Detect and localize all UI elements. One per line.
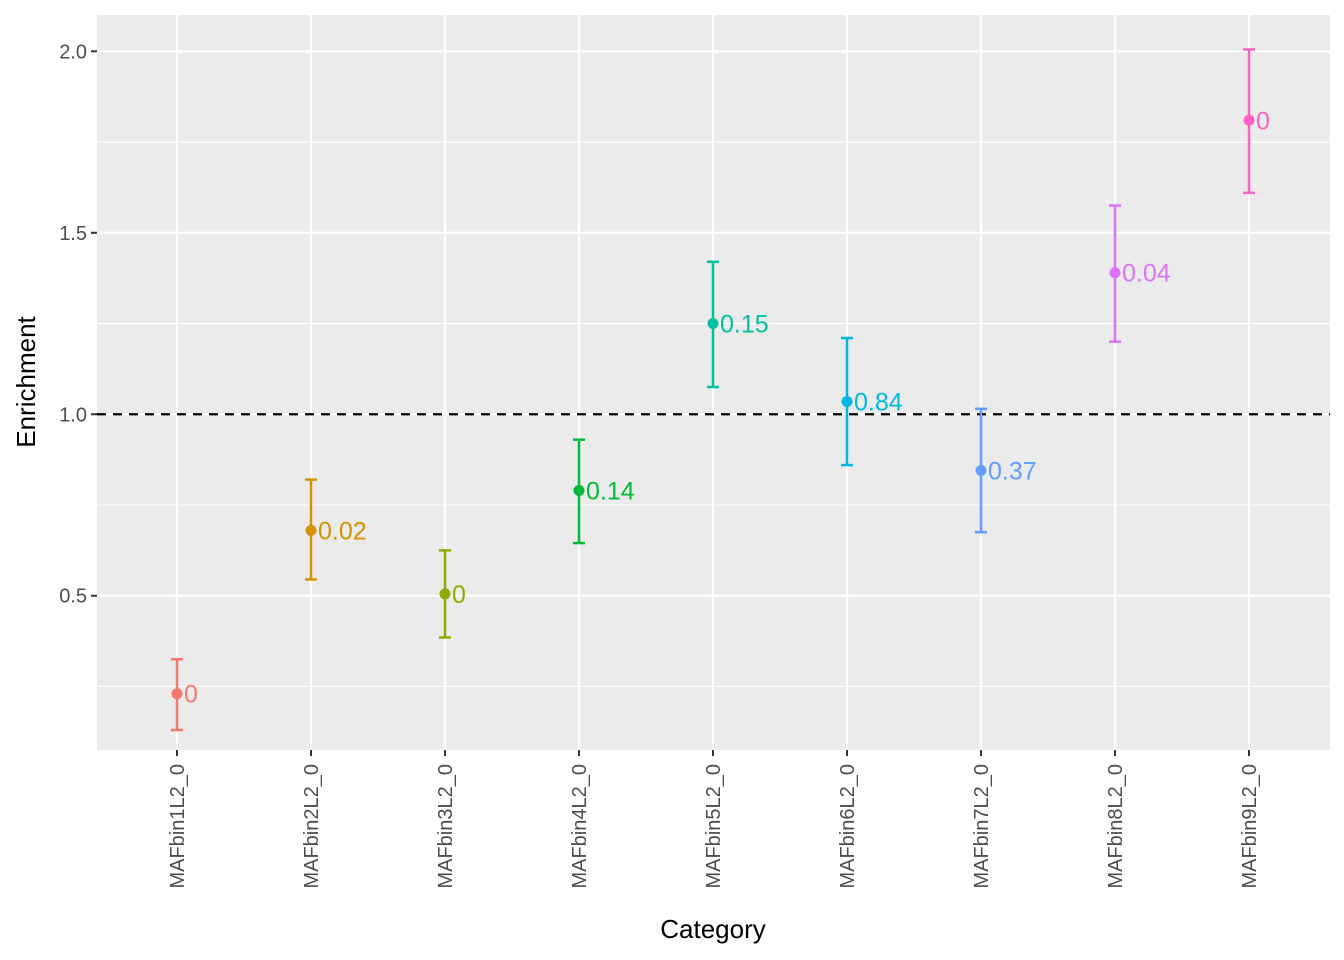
y-tick-label: 0.5 [59, 586, 87, 608]
p-value-label: 0.04 [1122, 260, 1171, 288]
y-axis-title: Enrichment [11, 315, 41, 447]
data-point [171, 688, 183, 700]
data-point-group: 0 [439, 549, 466, 639]
p-value-label: 0.37 [988, 458, 1037, 486]
data-point [439, 588, 451, 600]
x-tick-label: MAFbin5L2_0 [703, 764, 725, 889]
y-tick-label: 1.5 [59, 223, 87, 245]
data-point [707, 318, 719, 330]
x-tick-label: MAFbin4L2_0 [569, 764, 591, 889]
data-point-group: 0.14 [573, 438, 635, 545]
data-series: 0 0.02 0 0.14 0.15 0.84 0.37 0.04 0 [171, 48, 1270, 732]
p-value-label: 0.14 [586, 477, 635, 505]
p-value-label: 0.84 [854, 389, 903, 417]
p-value-label: 0.15 [720, 311, 769, 339]
x-tick-label: MAFbin7L2_0 [971, 764, 993, 889]
y-tick-label: 2.0 [59, 41, 87, 63]
data-point [1243, 114, 1255, 126]
data-point [573, 484, 585, 496]
data-point [841, 396, 853, 408]
data-point-group: 0 [171, 658, 198, 732]
data-point [305, 524, 317, 536]
data-point-group: 0.84 [841, 336, 903, 467]
x-axis-title: Category [660, 914, 766, 944]
p-value-label: 0 [1256, 107, 1270, 135]
y-axis: 0.5 1.0 1.5 2.0 [59, 41, 97, 608]
p-value-label: 0 [184, 681, 198, 709]
x-axis: MAFbin1L2_0 MAFbin2L2_0 MAFbin3L2_0 MAFbin4… [167, 750, 1261, 889]
x-tick-label: MAFbin1L2_0 [167, 764, 189, 889]
x-tick-label: MAFbin6L2_0 [837, 764, 859, 889]
data-point [1109, 267, 1121, 279]
x-tick-label: MAFbin3L2_0 [435, 764, 457, 889]
data-point [975, 465, 987, 477]
data-point-group: 0.04 [1109, 204, 1171, 343]
data-point-group: 0.15 [707, 260, 769, 389]
y-tick-label: 1.0 [59, 404, 87, 426]
x-tick-label: MAFbin8L2_0 [1105, 764, 1127, 889]
x-tick-label: MAFbin9L2_0 [1239, 764, 1261, 889]
p-value-label: 0 [452, 581, 466, 609]
data-point-group: 0.02 [305, 478, 367, 581]
x-tick-label: MAFbin2L2_0 [301, 764, 323, 889]
data-point-group: 0 [1243, 48, 1270, 195]
data-point-group: 0.37 [975, 407, 1037, 534]
p-value-label: 0.02 [318, 517, 367, 545]
